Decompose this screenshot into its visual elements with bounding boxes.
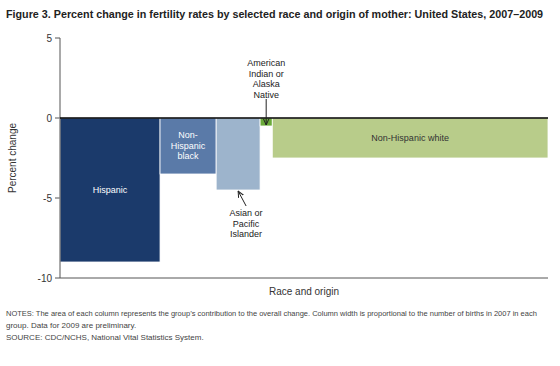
category-label-line: Islander <box>230 229 262 239</box>
category-label-line: Hispanic <box>171 141 206 151</box>
category-label-line: Hispanic <box>93 185 128 195</box>
note: SOURCE: CDC/NCHS, National Vital Statist… <box>6 333 204 342</box>
x-axis <box>60 278 548 279</box>
chart: Figure 3. Percent change in fertility ra… <box>0 0 560 366</box>
y-tick-label: -5 <box>43 193 52 204</box>
category-label-line: Indian or <box>249 69 284 79</box>
note: group. Data for 2009 are preliminary. <box>6 321 136 330</box>
x-axis-label: Race and origin <box>269 286 339 297</box>
y-tick <box>55 278 60 279</box>
category-label-line: Non- <box>178 130 198 140</box>
category-label-line: Non-Hispanic white <box>371 133 449 143</box>
category-label-line: Asian or <box>230 208 263 218</box>
y-tick <box>55 198 60 199</box>
y-tick <box>55 38 60 39</box>
category-label-line: black <box>178 151 200 161</box>
category-label-line: Native <box>253 90 279 100</box>
category-label: Non-Hispanic white <box>371 133 449 143</box>
y-tick-label: 0 <box>46 113 52 124</box>
y-axis-label: Percent change <box>7 123 18 193</box>
category-label-line: American <box>247 58 285 68</box>
annotation-arrow <box>266 99 267 125</box>
zero-line <box>60 117 548 119</box>
bar <box>60 118 160 262</box>
y-axis <box>60 38 61 278</box>
annotation-arrow <box>238 191 246 206</box>
category-label: Asian orPacificIslander <box>230 208 263 239</box>
bar <box>216 118 260 190</box>
category-label-line: Pacific <box>233 219 260 229</box>
category-label: AmericanIndian orAlaskaNative <box>247 58 285 100</box>
y-tick <box>55 118 60 119</box>
bar <box>272 118 548 158</box>
category-label: Non-Hispanicblack <box>171 130 206 161</box>
title: Figure 3. Percent change in fertility ra… <box>6 8 543 20</box>
category-label-line: Alaska <box>253 79 280 89</box>
y-tick-label: -10 <box>38 273 53 284</box>
bar <box>160 118 216 174</box>
category-label: Hispanic <box>93 185 128 195</box>
note: NOTES: The area of each column represent… <box>6 309 537 318</box>
y-tick-label: 5 <box>46 33 52 44</box>
